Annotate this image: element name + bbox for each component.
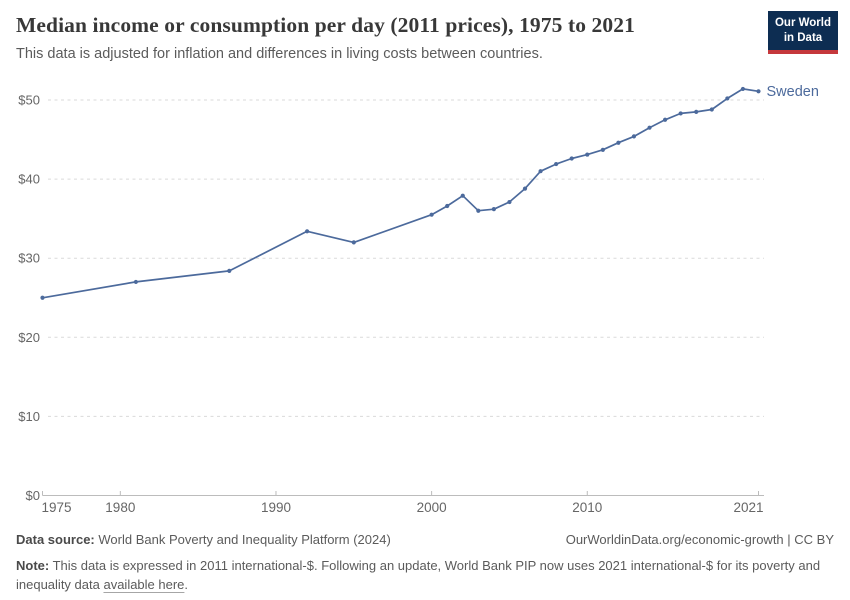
data-point-marker bbox=[554, 161, 559, 167]
y-tick-label: $50 bbox=[18, 93, 40, 108]
data-point-marker bbox=[491, 207, 496, 212]
data-point-marker bbox=[538, 169, 543, 174]
data-source-label: Data source: bbox=[16, 532, 95, 547]
owid-logo: Our World in Data bbox=[768, 11, 838, 54]
series-line-sweden bbox=[41, 88, 760, 299]
y-tick-label: $20 bbox=[18, 330, 40, 345]
note-label: Note: bbox=[16, 557, 50, 573]
data-point-marker bbox=[40, 295, 45, 300]
data-point-marker bbox=[460, 193, 465, 198]
x-tick-label: 1975 bbox=[42, 500, 72, 515]
x-tick-label: 2010 bbox=[572, 500, 602, 515]
data-point-marker bbox=[133, 279, 138, 285]
chart-header: Median income or consumption per day (20… bbox=[0, 0, 850, 70]
data-point-marker bbox=[694, 109, 699, 114]
data-point-marker bbox=[678, 111, 683, 116]
owid-logo-line1: Our World bbox=[774, 17, 831, 29]
data-point-marker bbox=[227, 268, 232, 273]
data-point-marker bbox=[647, 125, 652, 130]
x-tick-label: 2000 bbox=[417, 500, 447, 515]
data-point-marker bbox=[569, 156, 574, 161]
data-point-marker bbox=[725, 96, 730, 101]
data-point-marker bbox=[616, 140, 621, 145]
data-point-marker bbox=[305, 229, 310, 234]
data-point-marker bbox=[429, 212, 434, 217]
data-point-marker bbox=[351, 240, 356, 245]
credit-link[interactable]: OurWorldinData.org/economic-growth | CC … bbox=[565, 532, 834, 547]
data-point-marker bbox=[600, 147, 605, 152]
data-point-marker bbox=[445, 203, 450, 209]
y-tick-label: $0 bbox=[26, 488, 40, 503]
y-tick-label: $40 bbox=[18, 172, 40, 187]
data-point-marker bbox=[740, 86, 746, 92]
line-chart-canvas: $0 $10 $20 $30 $40 $50 1975 1980 1990 2000 2010 202… bbox=[18, 84, 819, 515]
footnote: Note: This data is expressed in 2011 int… bbox=[16, 556, 834, 595]
data-source-text: World Bank Poverty and Inequality Platfo… bbox=[98, 532, 391, 547]
data-point-marker bbox=[585, 152, 590, 157]
note-text: This data is expressed in 2011 internati… bbox=[16, 557, 821, 593]
y-tick-label: $10 bbox=[18, 409, 40, 424]
data-point-marker bbox=[476, 208, 481, 213]
x-tick-label: 2021 bbox=[733, 500, 763, 515]
owid-logo-line2: in Data bbox=[783, 31, 823, 44]
data-point-marker bbox=[507, 199, 512, 205]
available-here-link[interactable]: available here bbox=[103, 577, 185, 592]
data-point-marker bbox=[709, 107, 714, 112]
data-point-marker bbox=[522, 186, 528, 191]
page-title: Median income or consumption per day (20… bbox=[16, 13, 635, 37]
data-point-marker bbox=[631, 134, 637, 139]
note-suffix: . bbox=[184, 577, 189, 592]
chart-footer: Data source: World Bank Poverty and Ineq… bbox=[0, 520, 850, 595]
data-point-marker bbox=[756, 89, 761, 94]
series-end-label: Sweden bbox=[766, 84, 818, 100]
x-tick-label: 1990 bbox=[261, 500, 291, 515]
data-source: Data source: World Bank Poverty and Ineq… bbox=[16, 530, 391, 550]
x-tick-label: 1980 bbox=[105, 500, 135, 515]
y-tick-label: $30 bbox=[18, 251, 40, 266]
data-point-marker bbox=[663, 117, 668, 122]
chart-subtitle: This data is adjusted for inflation and … bbox=[16, 45, 543, 62]
